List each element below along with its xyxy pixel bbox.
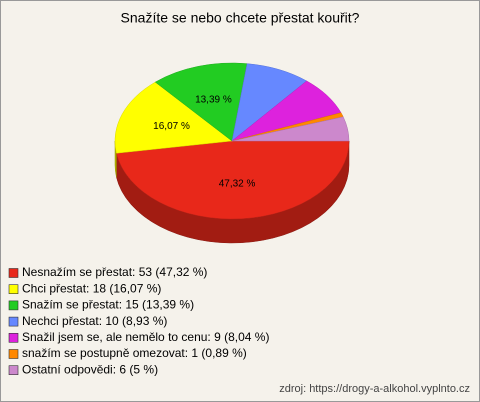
- pie-tops: [114, 62, 350, 220]
- slice-label: 16,07 %: [153, 121, 190, 132]
- source: zdroj: https://drogy-a-alkohol.vyplnto.c…: [279, 383, 470, 395]
- legend-swatch: [8, 365, 19, 376]
- slice: [114, 81, 233, 154]
- legend-swatch: [8, 300, 19, 311]
- slice: [154, 62, 248, 142]
- legend: Nesnažím se přestat: 53 (47,32 %) Chci př…: [8, 265, 269, 376]
- legend-label: Nechci přestat: 10 (8,93 %): [22, 314, 167, 328]
- legend-label: Ostatní odpovědi: 6 (5 %): [22, 362, 158, 376]
- legend-label: Snažím se přestat: 15 (13,39 %): [22, 298, 194, 312]
- chart-title: Snažíte se nebo chcete přestat kouřit?: [121, 10, 360, 26]
- legend-label: Snažil jsem se, ale nemělo to cenu: 9 (8…: [22, 330, 269, 344]
- legend-swatch: [8, 349, 19, 359]
- slice-label: 13,39 %: [195, 95, 232, 106]
- slice-label: 47,32 %: [219, 178, 256, 189]
- legend-swatch: [8, 332, 19, 343]
- legend-label: Chci přestat: 18 (16,07 %): [22, 281, 161, 295]
- slice: [231, 116, 350, 142]
- legend-swatch: [8, 268, 19, 278]
- slice: [116, 140, 350, 220]
- legend-label: snažím se postupně omezovat: 1 (0,89 %): [22, 346, 247, 360]
- legend-swatch: [8, 316, 19, 327]
- legend-label: Nesnažím se přestat: 53 (47,32 %): [22, 265, 207, 279]
- slice-labels: 47,32 % 16,07 % 13,39 %: [153, 95, 255, 190]
- legend-swatch: [8, 284, 19, 295]
